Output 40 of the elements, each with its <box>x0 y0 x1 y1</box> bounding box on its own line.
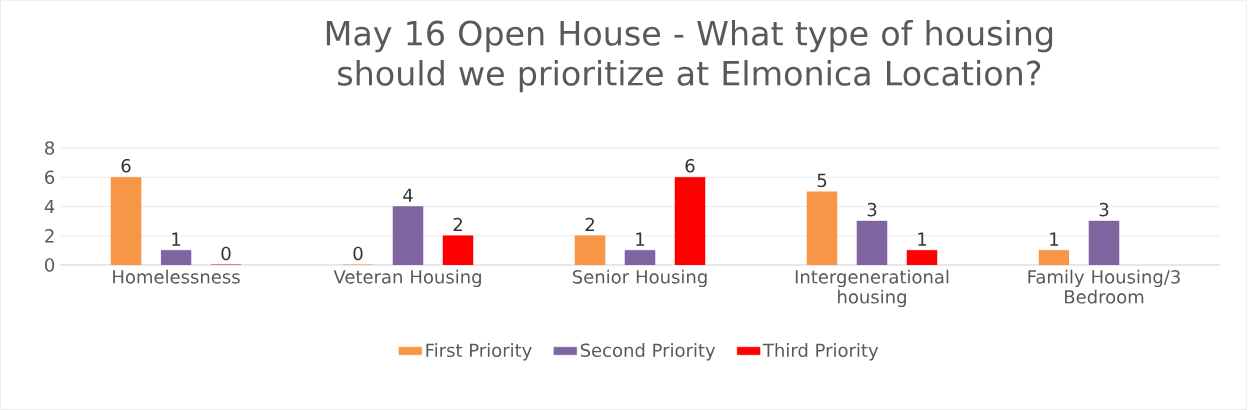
bar <box>624 250 656 265</box>
legend-label: First Priority <box>426 343 532 361</box>
data-label: 2 <box>585 217 594 232</box>
y-tick-label: 4 <box>44 199 55 214</box>
bar <box>806 191 838 265</box>
y-tick-label: 6 <box>45 170 55 185</box>
data-label: 3 <box>1099 202 1109 217</box>
data-label: 1 <box>918 232 927 246</box>
bar <box>392 206 424 265</box>
data-label: 5 <box>817 173 827 188</box>
bar <box>110 176 142 265</box>
bar <box>1088 220 1120 265</box>
data-label: 0 <box>353 246 363 261</box>
legend-label: Third Priority <box>762 343 879 361</box>
y-tick-label: 8 <box>45 141 55 155</box>
bar <box>674 176 706 265</box>
x-tick-label: Intergenerational housing <box>795 269 949 308</box>
bar <box>906 250 938 265</box>
data-label: 1 <box>1050 232 1059 246</box>
data-label: 1 <box>172 232 181 246</box>
data-label: 6 <box>121 158 131 173</box>
x-tick-label: Homelessness <box>113 269 240 284</box>
bar <box>574 235 606 265</box>
data-label: 3 <box>867 202 877 217</box>
bar <box>1038 250 1070 265</box>
legend-label: Second Priority <box>580 343 716 361</box>
x-tick-label: Veteran Housing <box>333 269 481 288</box>
x-tick-label: Family Housing/3 Bedroom <box>1028 269 1180 304</box>
chart-title: May 16 Open House - What type of housing should we prioritize at Elmonica Location? <box>326 20 1053 93</box>
data-label: 6 <box>685 158 695 173</box>
data-label: 1 <box>636 232 645 246</box>
bar <box>160 250 192 265</box>
data-label: 2 <box>453 217 462 232</box>
y-tick-label: 2 <box>45 229 54 243</box>
bar <box>442 235 474 265</box>
y-tick-label: 0 <box>45 258 55 272</box>
x-tick-label: Senior Housing <box>572 269 707 288</box>
data-label: 0 <box>221 246 231 261</box>
bar <box>856 220 888 265</box>
data-label: 4 <box>403 188 413 202</box>
